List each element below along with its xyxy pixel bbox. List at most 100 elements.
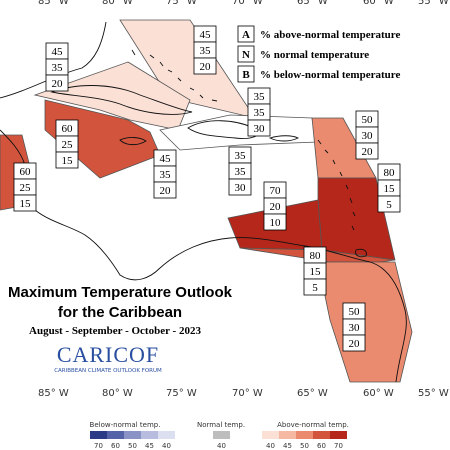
key-text: % below-normal temperature: [260, 69, 400, 81]
key-letter-box: [237, 45, 255, 63]
forecast-value-a: 35: [235, 150, 247, 162]
forecast-value-n: 35: [254, 107, 266, 119]
title-period: August - September - October - 2023: [29, 325, 201, 337]
lon-label: 60° W: [363, 388, 394, 399]
legend-tick: 70: [334, 442, 343, 450]
forecast-value-n: 35: [52, 62, 64, 74]
forecast-box-central-america: 60 25 15: [13, 162, 37, 212]
forecast-value-n: 15: [384, 183, 396, 195]
forecast-value-b: 20: [200, 61, 212, 73]
legend-normal-label: Normal temp.: [197, 421, 245, 429]
forecast-cell: [153, 181, 177, 199]
legend-swatch-above: [279, 431, 296, 439]
forecast-cell: [377, 195, 401, 213]
key-letter: A: [242, 29, 250, 41]
key-text: % normal temperature: [260, 49, 369, 61]
forecast-value-n: 35: [160, 169, 172, 181]
forecast-value-b: 20: [349, 338, 361, 350]
legend-swatch-below: [141, 431, 158, 439]
forecast-value-b: 15: [62, 155, 74, 167]
lon-label: 80° W: [102, 388, 133, 399]
logo-name: CARICOF: [57, 342, 159, 367]
legend-swatch-above: [330, 431, 347, 439]
lon-label: 65° W: [297, 0, 328, 7]
lon-label: 80° W: [102, 0, 133, 7]
forecast-box-leeward: 50 30 20: [355, 110, 379, 160]
legend-tick: 40: [162, 442, 171, 450]
forecast-value-b: 30: [254, 123, 266, 135]
forecast-value-a: 50: [362, 114, 374, 126]
forecast-box-caribbean-central: 35 35 30: [228, 146, 252, 196]
lon-label: 75° W: [166, 388, 197, 399]
region-bahamas-nw: [119, 19, 256, 119]
title-line1: Maximum Temperature Outlook: [8, 284, 233, 301]
legend-swatch-below: [124, 431, 141, 439]
lon-label: 85° W: [38, 388, 69, 399]
forecast-value-n: 35: [200, 45, 212, 57]
legend-tick: 60: [111, 442, 120, 450]
forecast-value-b: 30: [235, 182, 247, 194]
legend-below-label: Below-normal temp.: [90, 421, 161, 429]
key-letter-box: [237, 65, 255, 83]
lon-label: 70° W: [232, 388, 263, 399]
forecast-value-n: 30: [349, 322, 361, 334]
forecast-value-b: 5: [386, 199, 392, 211]
forecast-value-a: 45: [52, 46, 64, 58]
forecast-box-windward: 80 15 5: [377, 163, 401, 213]
forecast-regions: [0, 19, 413, 383]
forecast-value-b: 20: [52, 78, 64, 90]
map-title: Maximum Temperature Outlook for the Cari…: [8, 284, 233, 337]
legend-tick: 60: [317, 442, 326, 450]
legend-tick: 45: [283, 442, 292, 450]
forecast-value-a: 50: [349, 306, 361, 318]
forecast-value-n: 20: [270, 201, 282, 213]
forecast-box-hispaniola-n: 35 35 30: [247, 87, 271, 137]
caricof-logo: CARICOF CARIBBEAN CLIMATE OUTLOOK FORUM: [54, 342, 162, 374]
forecast-cell: [193, 57, 217, 75]
bottom-longitude-labels: 85° W 80° W 75° W 70° W 65° W 60° W 55° …: [38, 388, 449, 399]
color-legend: Below-normal temp. Normal temp. Above-no…: [90, 421, 349, 450]
forecast-box-cuba: 45 35 20: [45, 42, 69, 92]
forecast-cell: [263, 213, 287, 231]
key-letter-box: [237, 25, 255, 43]
lon-label: 65° W: [297, 388, 328, 399]
forecast-value-a: 80: [310, 250, 322, 262]
forecast-box-bahamas-nw: 45 35 20: [193, 25, 217, 75]
forecast-boxes: 4535204535203535306025156025154535203535…: [13, 25, 401, 352]
forecast-value-b: 10: [270, 217, 282, 229]
forecast-value-n: 30: [362, 130, 374, 142]
forecast-cell: [13, 194, 37, 212]
forecast-value-a: 35: [254, 91, 266, 103]
forecast-box-caribbean-sw: 45 35 20: [153, 149, 177, 199]
key-letter: N: [242, 49, 250, 61]
forecast-box-abc-islands: 70 20 10: [263, 181, 287, 231]
legend-tick: 70: [94, 442, 103, 450]
legend-swatch-below: [158, 431, 175, 439]
legend-swatch-below: [107, 431, 124, 439]
legend-tick: 50: [128, 442, 137, 450]
forecast-box-trinidad: 80 15 5: [303, 246, 327, 296]
legend-swatch-below: [90, 431, 107, 439]
lon-label: 55° W: [418, 0, 449, 7]
forecast-cell: [55, 151, 79, 169]
forecast-value-b: 5: [312, 282, 318, 294]
forecast-value-b: 20: [362, 146, 374, 158]
forecast-value-a: 45: [160, 153, 172, 165]
forecast-value-n: 15: [310, 266, 322, 278]
lon-label: 85° W: [38, 0, 69, 7]
legend-tick: 40: [217, 442, 226, 450]
top-longitude-labels: 85° W 80° W 75° W 70° W 65° W 60° W 55° …: [38, 0, 449, 7]
forecast-cell: [247, 119, 271, 137]
forecast-box-guianas: 50 30 20: [342, 302, 366, 352]
forecast-cell: [228, 178, 252, 196]
forecast-box-jamaica-region: 60 25 15: [55, 119, 79, 169]
forecast-value-b: 20: [160, 185, 172, 197]
forecast-cell: [355, 142, 379, 160]
forecast-value-a: 45: [200, 29, 212, 41]
title-line2: for the Caribbean: [58, 304, 182, 321]
forecast-value-n: 35: [235, 166, 247, 178]
coastlines: [0, 21, 407, 383]
legend-swatch-normal: [213, 431, 230, 439]
